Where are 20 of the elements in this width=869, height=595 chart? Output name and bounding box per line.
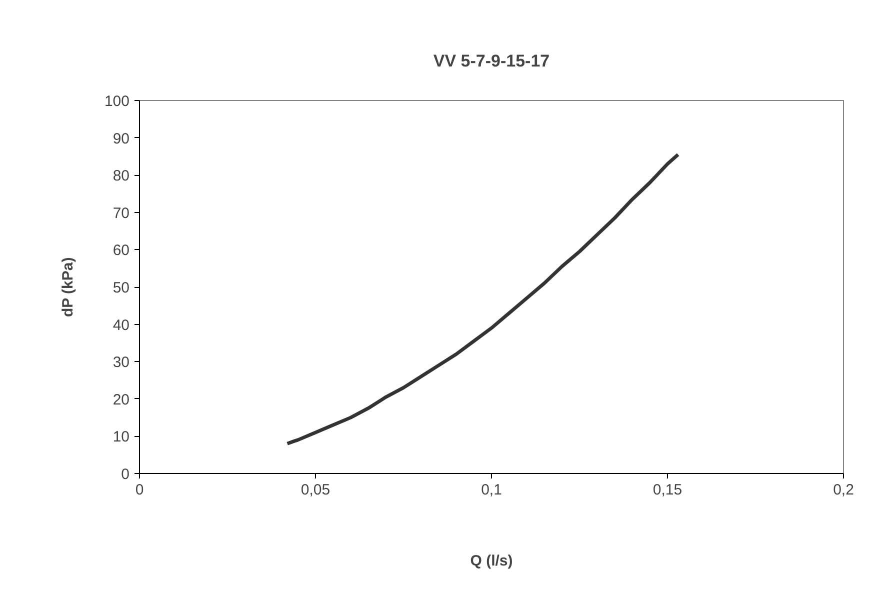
x-axis-title: Q (l/s) (470, 552, 513, 570)
x-tick-label: 0 (135, 482, 144, 498)
x-tick-label: 0,15 (652, 482, 682, 498)
y-tick-label: 30 (112, 354, 130, 372)
chart-title: VV 5-7-9-15-17 (433, 52, 550, 70)
y-tick-label: 10 (112, 428, 130, 446)
y-tick-label: 0 (121, 466, 130, 483)
y-tick-label: 90 (112, 130, 130, 148)
x-tick-label: 0,2 (833, 482, 854, 498)
y-tick-label: 20 (112, 391, 130, 408)
y-tick-label: 60 (112, 242, 130, 260)
x-tick-label: 0,1 (481, 482, 502, 498)
y-tick-label: 70 (112, 204, 130, 222)
y-tick-label: 50 (112, 280, 130, 296)
y-tick-label: 40 (112, 316, 130, 334)
y-tick-label: 80 (112, 168, 130, 185)
x-tick-label: 0,05 (300, 482, 330, 498)
y-axis-title: dP (kPa) (59, 257, 76, 318)
y-tick-label: 100 (104, 93, 130, 110)
line-series (286, 152, 680, 446)
